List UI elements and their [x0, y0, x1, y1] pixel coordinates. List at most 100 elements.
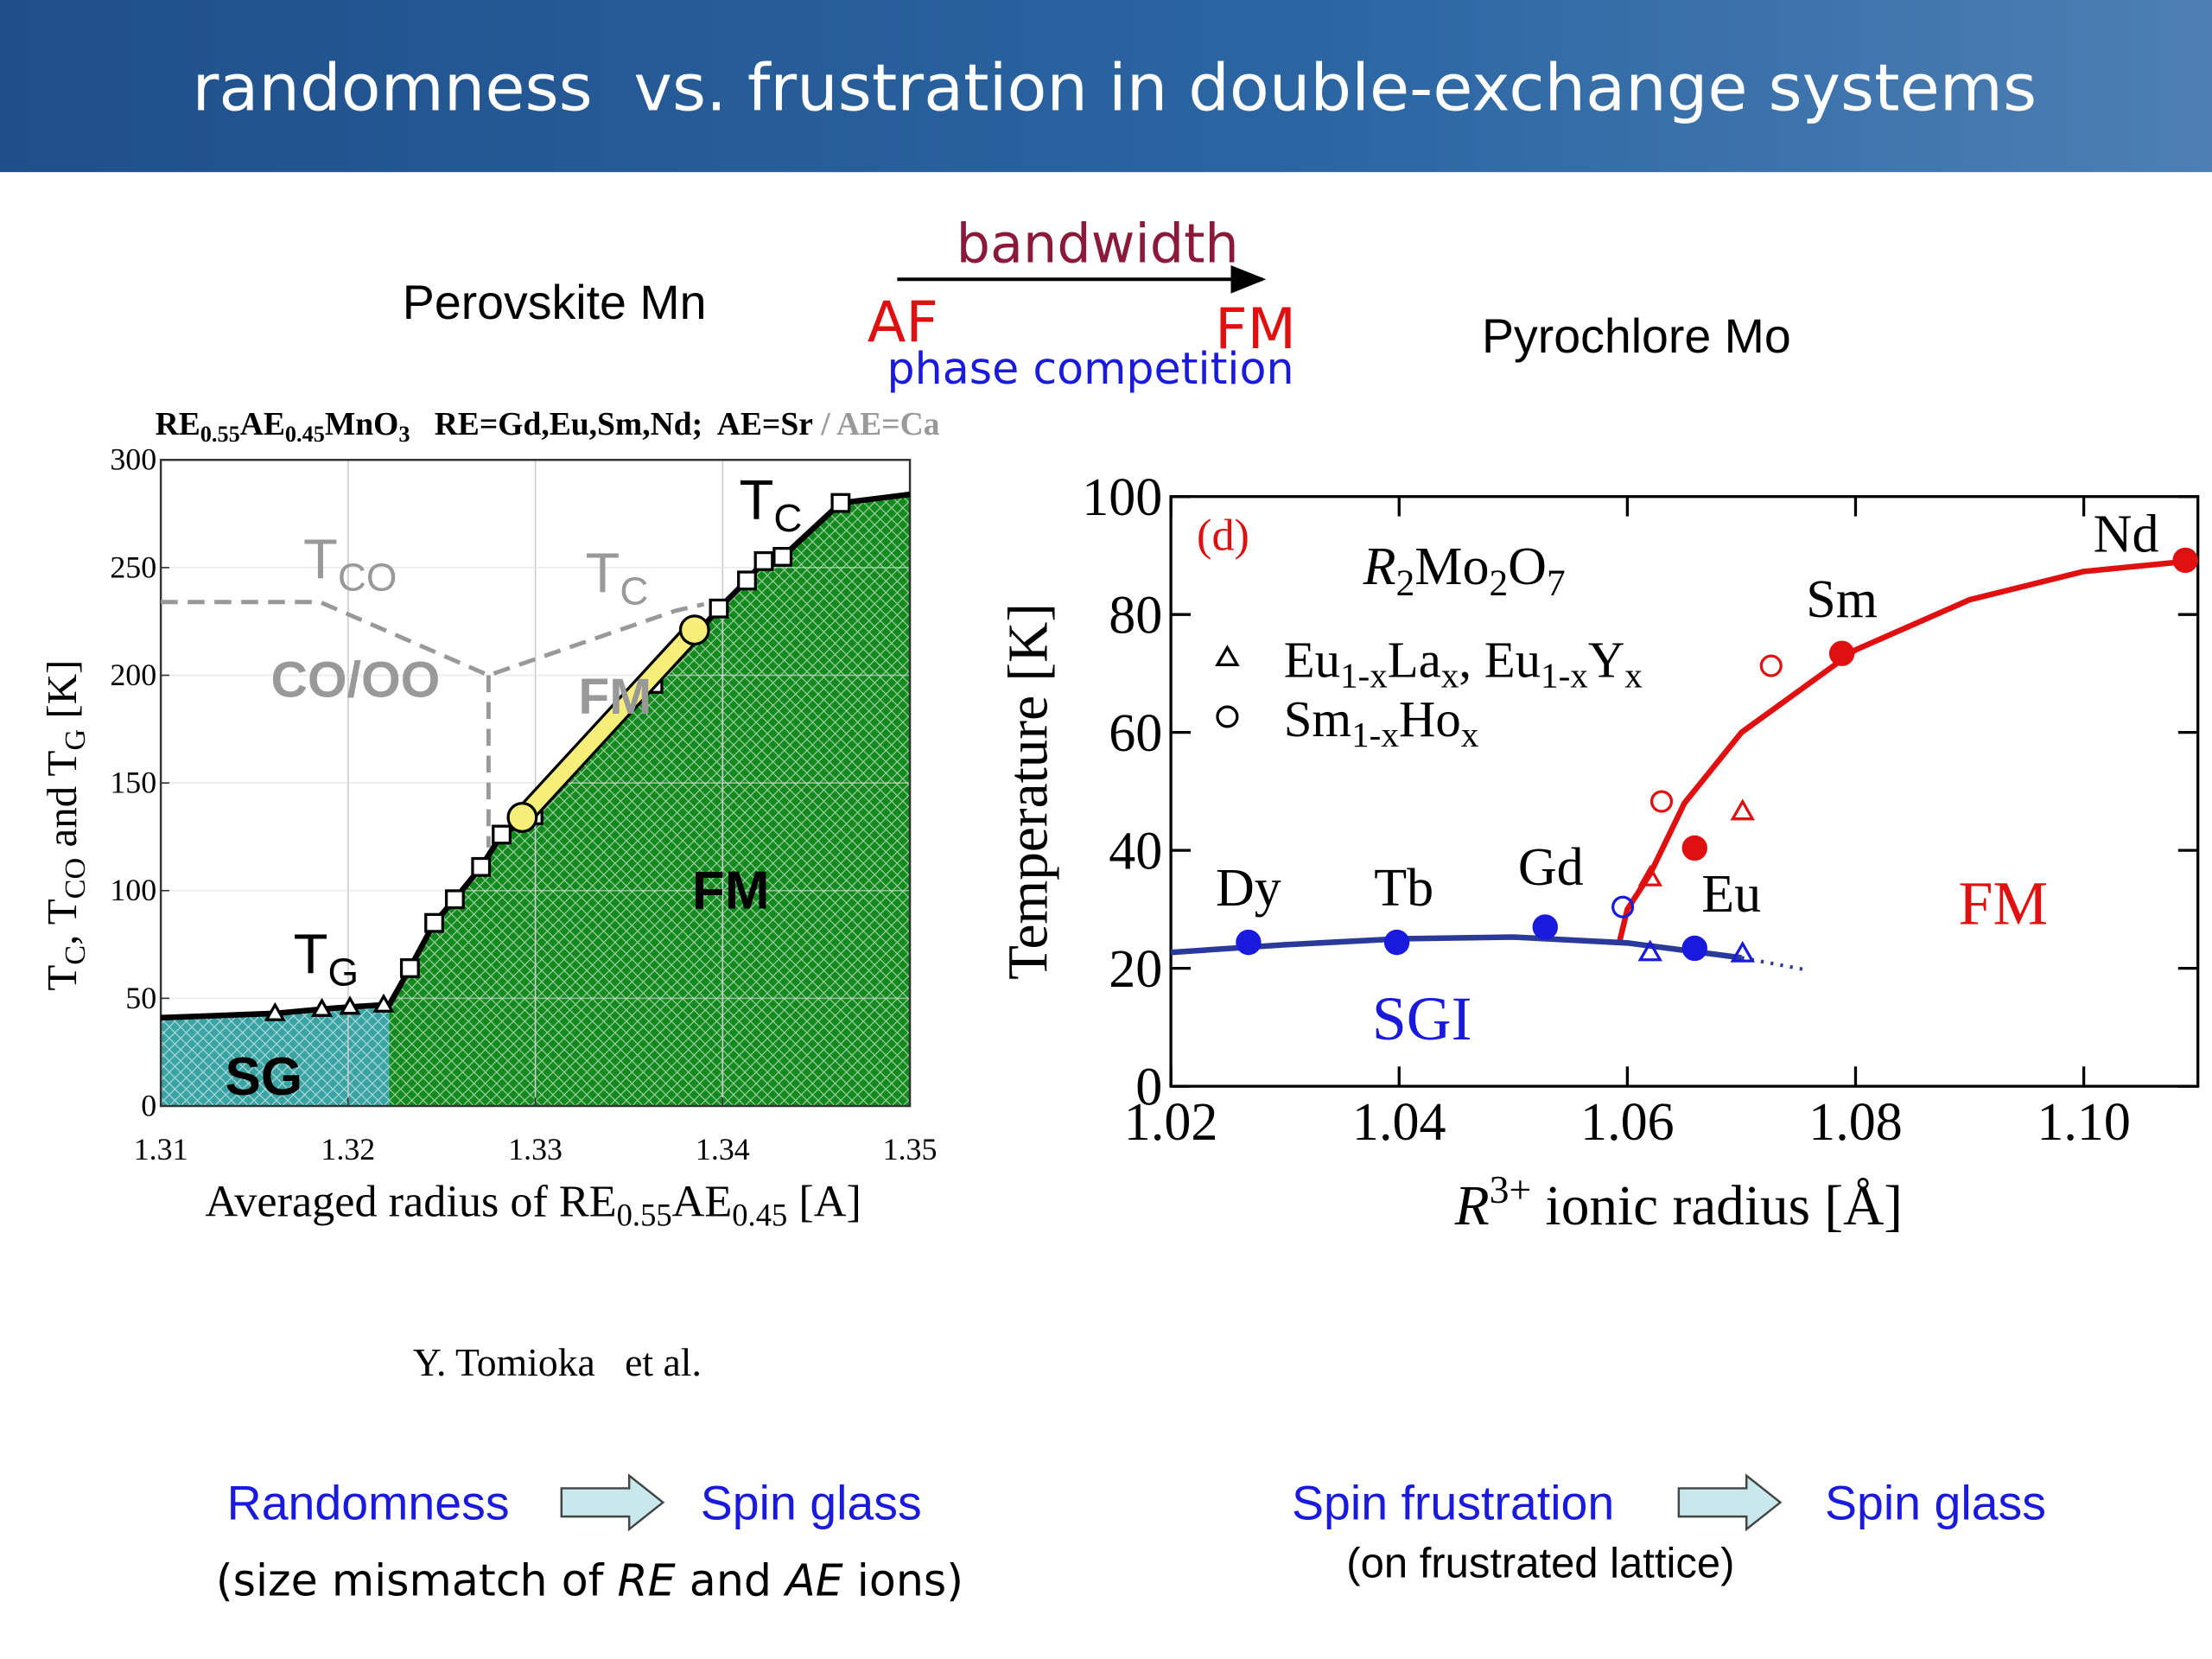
y-tick-label: 40 [1109, 822, 1162, 880]
y-tick-label: 100 [1082, 468, 1162, 527]
y-tick-label: 20 [1109, 940, 1162, 999]
text-part: Y [1588, 632, 1624, 689]
text-part: (size mismatch of [216, 1555, 618, 1606]
circle-marker [2172, 547, 2198, 574]
header-band [0, 0, 2212, 173]
y-axis-label: Temperature [K] [997, 603, 1059, 980]
square-marker [444, 889, 465, 910]
y-axis-label: TC, TCO and TG [K] [38, 660, 92, 991]
y-tick-label: 300 [110, 442, 156, 477]
text-part: T [586, 542, 620, 605]
text-part: Eu [1284, 632, 1340, 689]
point-label: Gd [1518, 838, 1584, 897]
text-part: [A] [787, 1176, 861, 1226]
legend-marker [1216, 705, 1239, 728]
plot-frame [1169, 495, 2200, 1088]
legend-label: Sm1-xHox [1284, 691, 1479, 754]
text-part: 3 [398, 422, 410, 447]
text-part: Mo [1414, 537, 1489, 596]
square-marker [753, 550, 774, 571]
y-tick-label: 60 [1109, 704, 1162, 763]
text-part: RE [618, 1555, 676, 1606]
text-part: O [1508, 537, 1547, 596]
circle-marker [1532, 914, 1558, 940]
summary-note: (size mismatch of RE and AE ions) [216, 1555, 963, 1606]
text-part: x [1624, 656, 1643, 696]
phase-region [161, 1004, 390, 1106]
square-marker [709, 598, 729, 619]
text-part: Ho [1399, 691, 1461, 747]
x-tick-label: 1.06 [1580, 1093, 1675, 1152]
triangle-marker [264, 1001, 286, 1021]
summary-note: (on frustrated lattice) [1346, 1540, 1734, 1586]
square-marker [830, 493, 851, 513]
text-part: C [773, 496, 802, 540]
annotation: SGI [1372, 984, 1472, 1053]
circle-marker [1828, 640, 1855, 666]
circle-marker [1681, 935, 1707, 962]
text-part: and T [38, 750, 86, 857]
circle-marker [1649, 790, 1674, 813]
annotation: TCO [303, 527, 397, 599]
text-part: CO [338, 555, 397, 599]
point-label: Tb [1374, 859, 1433, 918]
text-part: T [740, 468, 774, 531]
text-part: C [59, 945, 92, 965]
summary-from: Spin frustration [1292, 1476, 1614, 1529]
circle-marker [678, 614, 710, 646]
circle-marker [1611, 895, 1635, 918]
circle-marker [1681, 835, 1707, 861]
left-heading: Perovskite Mn [403, 276, 707, 329]
text-part: [K] [38, 660, 86, 729]
circle-marker [1383, 929, 1410, 956]
text-part: AE [672, 1176, 733, 1226]
text-part: , T [38, 899, 86, 945]
text-part: AE [240, 407, 285, 442]
text-part: ionic radius [Å] [1531, 1175, 1903, 1237]
annotation: TG [294, 923, 359, 995]
text-part: 2 [1396, 563, 1415, 604]
slide-title: randomness vs. frustration in double-exc… [192, 49, 2037, 125]
y-tick-label: 200 [110, 658, 156, 692]
text-part: R [1454, 1175, 1490, 1237]
x-axis-label: Averaged radius of RE0.55AE0.45 [A] [205, 1176, 861, 1232]
x-tick-label: 1.08 [1808, 1093, 1903, 1152]
text-part: RE=Gd,Eu,Sm,Nd; AE=Sr [410, 407, 813, 442]
point-label: Nd [2094, 505, 2159, 564]
annotation: TC [740, 468, 803, 540]
text-part: CO [59, 858, 92, 899]
circle-marker [506, 802, 538, 833]
triangle-marker [1730, 798, 1755, 821]
series-line [514, 622, 702, 825]
text-part: C [620, 569, 648, 613]
text-part: CO/OO [270, 652, 440, 709]
annotation: TC [586, 542, 649, 613]
point-label: Eu [1701, 865, 1761, 924]
perovskite-chart: 1.31 1.32 1.33 1.34 1.35050100150200250300TC… [38, 407, 940, 1232]
fm-label: FM [1215, 296, 1296, 362]
x-axis-label: R3+ ionic radius [Å] [1454, 1167, 1903, 1237]
text-part: 1-x [1351, 715, 1399, 755]
triangle-marker [310, 997, 334, 1017]
point-label: Dy [1216, 859, 1281, 918]
text-part: FM [578, 669, 652, 725]
citation: Y. Tomioka et al. [413, 1340, 702, 1384]
x-tick-label: 1.32 [321, 1132, 375, 1166]
text-part: and [676, 1555, 785, 1606]
y-tick-label: 80 [1109, 586, 1162, 645]
block-arrow [1677, 1473, 1783, 1532]
text-part: 0.45 [285, 422, 325, 447]
panel-label: (d) [1197, 511, 1249, 561]
text-part: T [303, 527, 338, 590]
annotation: FM [1958, 868, 2048, 938]
phase-competition: phase competition [887, 343, 1294, 394]
square-marker [772, 546, 793, 567]
square-marker [471, 856, 492, 877]
y-tick-label: 250 [110, 550, 156, 584]
text-part: 7 [1547, 563, 1566, 604]
text-part: RE [156, 407, 200, 442]
square-marker [424, 912, 444, 933]
region-label: FM [692, 861, 770, 920]
